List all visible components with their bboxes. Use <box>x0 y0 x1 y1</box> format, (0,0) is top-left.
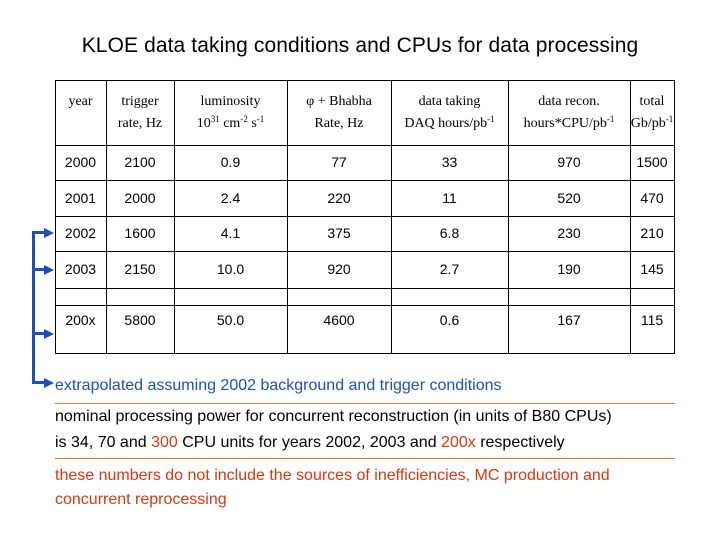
header-total: total Gb/pb-1 <box>630 94 674 131</box>
header-phi-bhabha: φ + Bhabha Rate, Hz <box>306 94 372 131</box>
table-cell: 6.8 <box>439 225 460 241</box>
table-cell: 210 <box>640 225 664 241</box>
table-cell: 115 <box>640 312 664 328</box>
table-cell: 0.9 <box>220 154 241 170</box>
table-cell: 520 <box>557 190 581 206</box>
table-cell: 33 <box>441 154 458 170</box>
header-trigger-rate: trigger rate, Hz <box>117 94 163 131</box>
caveat-line2: concurrent reprocessing <box>55 491 227 508</box>
nominal-note-line2: is 34, 70 and 300 CPU units for years 20… <box>55 434 565 451</box>
table-cell: 2.7 <box>439 261 460 277</box>
table-cell: 77 <box>331 154 347 170</box>
table-cell: 220 <box>327 190 351 206</box>
table-cell: 2150 <box>124 261 156 277</box>
table-cell: 10.0 <box>216 261 245 277</box>
grid-line <box>55 216 675 217</box>
header-data-taking: data taking DAQ hours/pb-1 <box>404 94 495 131</box>
grid-line <box>55 288 675 289</box>
table-cell: 2000 <box>64 154 97 170</box>
table-cell: 2000 <box>124 190 156 206</box>
table-cell: 2001 <box>64 190 97 206</box>
table-cell: 2002 <box>64 225 97 241</box>
caveat-line1: these numbers do not include the sources… <box>55 467 610 484</box>
grid-line <box>55 305 675 306</box>
extrapolation-note: extrapolated assuming 2002 background an… <box>55 377 502 394</box>
header-year: year <box>68 94 93 109</box>
table-cell: 167 <box>557 312 581 328</box>
header-data-recon: data recon. hours*CPU/pb-1 <box>523 94 615 131</box>
table-cell: 0.6 <box>439 312 460 328</box>
grid-line <box>55 145 675 146</box>
header-luminosity: luminosity 1031 cm-2 s-1 <box>196 94 265 131</box>
table-cell: 375 <box>327 225 351 241</box>
divider <box>55 403 675 404</box>
table-cell: 11 <box>442 190 457 206</box>
table-cell: 2.4 <box>220 190 241 206</box>
value-200x: 200x <box>441 434 476 451</box>
table-cell: 50.0 <box>216 312 245 328</box>
table-cell: 4.1 <box>220 225 241 241</box>
table-cell: 920 <box>327 261 351 277</box>
table-cell: 145 <box>640 261 664 277</box>
value-300: 300 <box>151 434 178 451</box>
table-cell: 1500 <box>636 154 668 170</box>
grid-line <box>55 353 675 354</box>
table-cell: 2100 <box>124 154 156 170</box>
grid-line <box>55 80 675 81</box>
table-cell: 970 <box>557 154 581 170</box>
page-title: KLOE data taking conditions and CPUs for… <box>81 34 639 57</box>
table-cell: 470 <box>640 190 664 206</box>
table-cell: 1600 <box>124 225 156 241</box>
table-cell: 230 <box>557 225 581 241</box>
table-cell: 190 <box>557 261 581 277</box>
table-cell: 200x <box>65 312 96 328</box>
grid-line <box>55 180 675 181</box>
table-cell: 4600 <box>323 312 355 328</box>
divider <box>55 458 675 459</box>
nominal-note-line1: nominal processing power for concurrent … <box>55 408 612 425</box>
table-cell: 2003 <box>64 261 97 277</box>
table-cell: 5800 <box>124 312 156 328</box>
grid-line <box>55 251 675 252</box>
